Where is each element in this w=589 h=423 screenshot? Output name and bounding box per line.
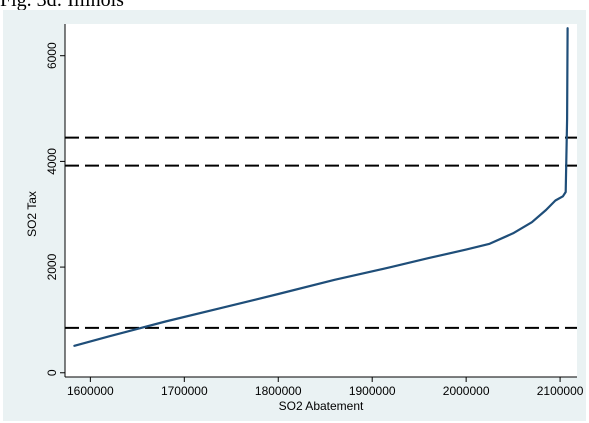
series-line — [73, 27, 569, 347]
figure-caption: Fig. 3d: Illinois — [0, 0, 124, 11]
x-tick-label: 1600000 — [67, 384, 114, 398]
x-tick-label: 2000000 — [443, 384, 490, 398]
y-axis-label: SO2 Tax — [25, 191, 39, 237]
x-axis-label: SO2 Abatement — [279, 399, 364, 413]
plot-area — [65, 24, 577, 377]
y-tick-label: 0 — [45, 369, 59, 376]
y-tick-label: 2000 — [45, 253, 59, 280]
x-tick-label: 1700000 — [161, 384, 208, 398]
axes: 1600000 1700000 1800000 1900000 2000000 21000… — [45, 24, 584, 398]
series-group — [73, 27, 569, 347]
x-tick-label: 1800000 — [255, 384, 302, 398]
y-tick-label: 4000 — [45, 148, 59, 175]
reference-lines — [65, 136, 577, 329]
x-tick-label: 1900000 — [349, 384, 396, 398]
x-tick-label: 2100000 — [537, 384, 584, 398]
y-tick-label: 6000 — [45, 42, 59, 69]
